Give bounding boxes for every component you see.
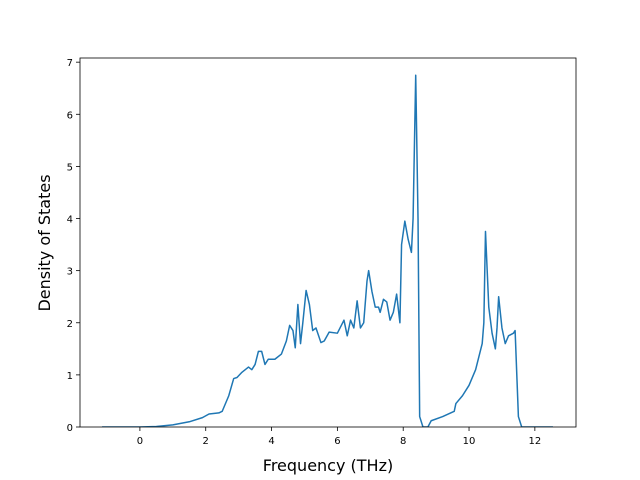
y-tick-label: 2 (67, 319, 73, 330)
y-tick-label: 1 (67, 371, 73, 382)
line-series (102, 74, 553, 427)
y-tick-label: 0 (67, 423, 73, 434)
x-tick-label: 10 (463, 436, 476, 447)
x-tick-label: 6 (334, 436, 340, 447)
x-tick-label: 8 (400, 436, 406, 447)
x-tick-label: 2 (203, 436, 209, 447)
plot-frame (79, 57, 577, 428)
y-tick-label: 4 (67, 215, 73, 226)
x-tick-label: 12 (528, 436, 541, 447)
y-axis-label: Density of States (35, 174, 54, 311)
y-tick-label: 6 (67, 110, 73, 121)
x-tick-label: 4 (268, 436, 274, 447)
y-tick-label: 7 (67, 58, 73, 69)
x-axis-label: Frequency (THz) (263, 456, 393, 475)
x-tick-label: 0 (137, 436, 143, 447)
y-tick-label: 5 (67, 162, 73, 173)
y-tick-label: 3 (67, 267, 73, 278)
